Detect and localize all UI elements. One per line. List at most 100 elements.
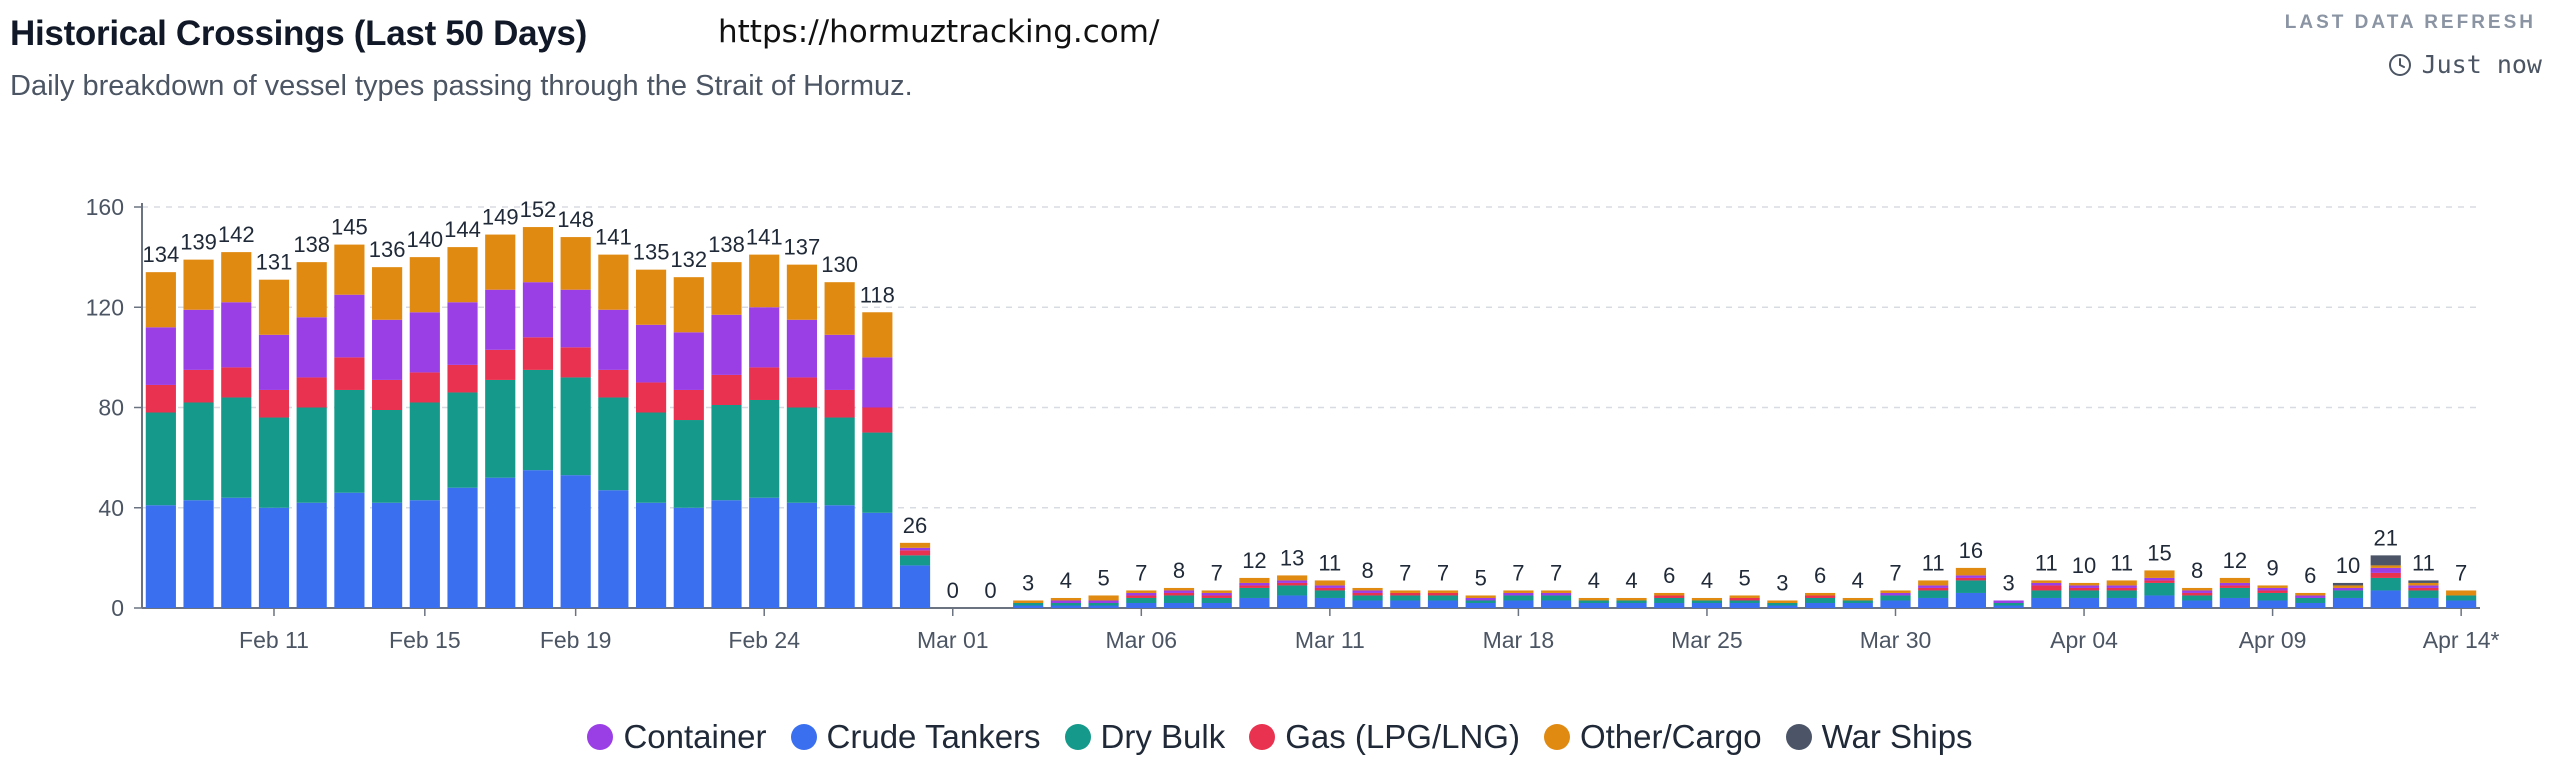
bar-segment-container[interactable] bbox=[145, 327, 176, 385]
bar-segment-gas-lpg-lng[interactable] bbox=[786, 377, 818, 408]
bar-segment-crude-tankers[interactable] bbox=[1691, 602, 1723, 608]
site-url[interactable]: https://hormuztracking.com/ bbox=[718, 14, 1160, 50]
bar-segment-other-cargo[interactable] bbox=[749, 254, 780, 308]
bar-segment-dry-bulk[interactable] bbox=[334, 389, 365, 493]
bar-segment-other-cargo[interactable] bbox=[1050, 597, 1081, 601]
bar-segment-crude-tankers[interactable] bbox=[1126, 602, 1157, 608]
bar-segment-gas-lpg-lng[interactable] bbox=[749, 367, 780, 400]
bar-segment-other-cargo[interactable] bbox=[786, 264, 818, 320]
bar-segment-container[interactable] bbox=[372, 319, 403, 380]
bar-segment-dry-bulk[interactable] bbox=[1578, 600, 1609, 603]
bar-segment-container[interactable] bbox=[1126, 592, 1157, 596]
bar-segment-container[interactable] bbox=[635, 324, 667, 383]
bar-segment-container[interactable] bbox=[2182, 590, 2213, 593]
bar-segment-other-cargo[interactable] bbox=[635, 269, 667, 325]
bar-segment-other-cargo[interactable] bbox=[2332, 585, 2364, 588]
bar-segment-dry-bulk[interactable] bbox=[1201, 597, 1232, 603]
bar-segment-gas-lpg-lng[interactable] bbox=[2031, 585, 2062, 591]
bar-segment-dry-bulk[interactable] bbox=[1088, 602, 1119, 606]
bar-segment-gas-lpg-lng[interactable] bbox=[1314, 587, 1345, 591]
bar-segment-other-cargo[interactable] bbox=[183, 259, 214, 310]
bar-segment-gas-lpg-lng[interactable] bbox=[1804, 595, 1836, 598]
bar-segment-dry-bulk[interactable] bbox=[1691, 600, 1723, 603]
bar-segment-other-cargo[interactable] bbox=[1352, 587, 1383, 591]
bar-segment-war-ships[interactable] bbox=[2332, 582, 2364, 586]
bar-segment-dry-bulk[interactable] bbox=[221, 397, 252, 498]
bar-segment-other-cargo[interactable] bbox=[899, 542, 931, 548]
bar-segment-other-cargo[interactable] bbox=[1616, 597, 1647, 601]
bar-segment-container[interactable] bbox=[2295, 595, 2326, 598]
bar-segment-container[interactable] bbox=[862, 357, 893, 408]
bar-segment-container[interactable] bbox=[183, 309, 214, 370]
bar-segment-dry-bulk[interactable] bbox=[2370, 577, 2401, 591]
legend-item[interactable]: Container bbox=[587, 718, 767, 756]
bar-segment-other-cargo[interactable] bbox=[221, 252, 252, 303]
bar-segment-container[interactable] bbox=[1880, 592, 1911, 596]
bar-segment-gas-lpg-lng[interactable] bbox=[2219, 585, 2250, 588]
bar-segment-gas-lpg-lng[interactable] bbox=[1126, 595, 1157, 598]
bar-segment-crude-tankers[interactable] bbox=[1013, 605, 1044, 608]
bar-segment-crude-tankers[interactable] bbox=[447, 487, 478, 608]
bar-segment-gas-lpg-lng[interactable] bbox=[2370, 572, 2401, 578]
bar-segment-other-cargo[interactable] bbox=[2408, 582, 2439, 586]
bar-segment-dry-bulk[interactable] bbox=[2257, 592, 2288, 601]
bar-segment-container[interactable] bbox=[1201, 592, 1232, 596]
bar-segment-crude-tankers[interactable] bbox=[372, 502, 403, 608]
bar-segment-other-cargo[interactable] bbox=[560, 237, 591, 290]
bar-segment-other-cargo[interactable] bbox=[711, 262, 742, 315]
bar-segment-other-cargo[interactable] bbox=[1955, 567, 1987, 576]
bar-segment-dry-bulk[interactable] bbox=[1352, 595, 1383, 601]
bar-segment-container[interactable] bbox=[711, 314, 742, 375]
bar-segment-dry-bulk[interactable] bbox=[1390, 595, 1421, 601]
bar-segment-war-ships[interactable] bbox=[2408, 580, 2439, 583]
bar-segment-other-cargo[interactable] bbox=[522, 227, 554, 283]
bar-segment-container[interactable] bbox=[1277, 580, 1308, 583]
bar-segment-gas-lpg-lng[interactable] bbox=[183, 369, 214, 403]
bar-segment-other-cargo[interactable] bbox=[1126, 590, 1157, 593]
bar-segment-dry-bulk[interactable] bbox=[824, 417, 855, 506]
bar-segment-dry-bulk[interactable] bbox=[1729, 600, 1760, 603]
bar-segment-gas-lpg-lng[interactable] bbox=[2182, 592, 2213, 596]
bar-segment-other-cargo[interactable] bbox=[1918, 580, 1949, 586]
bar-segment-dry-bulk[interactable] bbox=[1126, 597, 1157, 603]
bar-segment-crude-tankers[interactable] bbox=[2370, 590, 2401, 608]
bar-segment-other-cargo[interactable] bbox=[258, 279, 290, 335]
bar-segment-crude-tankers[interactable] bbox=[1880, 600, 1911, 608]
bar-segment-dry-bulk[interactable] bbox=[1050, 602, 1081, 606]
bar-segment-container[interactable] bbox=[2332, 587, 2364, 591]
bar-segment-container[interactable] bbox=[1955, 575, 1987, 578]
bar-segment-other-cargo[interactable] bbox=[1880, 590, 1911, 593]
bar-segment-container[interactable] bbox=[2219, 582, 2250, 586]
bar-segment-gas-lpg-lng[interactable] bbox=[145, 384, 176, 413]
bar-segment-gas-lpg-lng[interactable] bbox=[334, 357, 365, 390]
bar-segment-gas-lpg-lng[interactable] bbox=[485, 349, 516, 380]
bar-segment-container[interactable] bbox=[1163, 590, 1195, 593]
bar-segment-dry-bulk[interactable] bbox=[372, 410, 403, 503]
bar-segment-other-cargo[interactable] bbox=[2295, 592, 2326, 596]
bar-segment-dry-bulk[interactable] bbox=[1503, 595, 1534, 601]
bar-segment-crude-tankers[interactable] bbox=[1050, 605, 1081, 608]
bar-segment-crude-tankers[interactable] bbox=[1314, 597, 1345, 608]
bar-segment-dry-bulk[interactable] bbox=[786, 407, 818, 503]
bar-segment-other-cargo[interactable] bbox=[1578, 597, 1609, 601]
bar-segment-crude-tankers[interactable] bbox=[258, 507, 290, 608]
bar-segment-crude-tankers[interactable] bbox=[1163, 602, 1195, 608]
bar-segment-dry-bulk[interactable] bbox=[1239, 587, 1270, 598]
bar-segment-dry-bulk[interactable] bbox=[598, 397, 629, 491]
bar-segment-container[interactable] bbox=[1239, 582, 1270, 586]
bar-segment-crude-tankers[interactable] bbox=[1918, 597, 1949, 608]
bar-segment-container[interactable] bbox=[824, 334, 855, 390]
bar-segment-crude-tankers[interactable] bbox=[1427, 600, 1459, 608]
bar-segment-crude-tankers[interactable] bbox=[145, 505, 176, 608]
bar-segment-gas-lpg-lng[interactable] bbox=[2257, 590, 2288, 593]
bar-segment-crude-tankers[interactable] bbox=[2182, 600, 2213, 608]
bar-segment-container[interactable] bbox=[2370, 567, 2401, 573]
bar-segment-dry-bulk[interactable] bbox=[2144, 582, 2175, 596]
bar-segment-dry-bulk[interactable] bbox=[485, 379, 516, 478]
bar-segment-crude-tankers[interactable] bbox=[2295, 602, 2326, 608]
bar-segment-crude-tankers[interactable] bbox=[522, 470, 554, 608]
bar-segment-crude-tankers[interactable] bbox=[1541, 600, 1572, 608]
bar-segment-dry-bulk[interactable] bbox=[296, 407, 327, 503]
bar-segment-gas-lpg-lng[interactable] bbox=[899, 550, 931, 556]
bar-segment-other-cargo[interactable] bbox=[1390, 590, 1421, 593]
